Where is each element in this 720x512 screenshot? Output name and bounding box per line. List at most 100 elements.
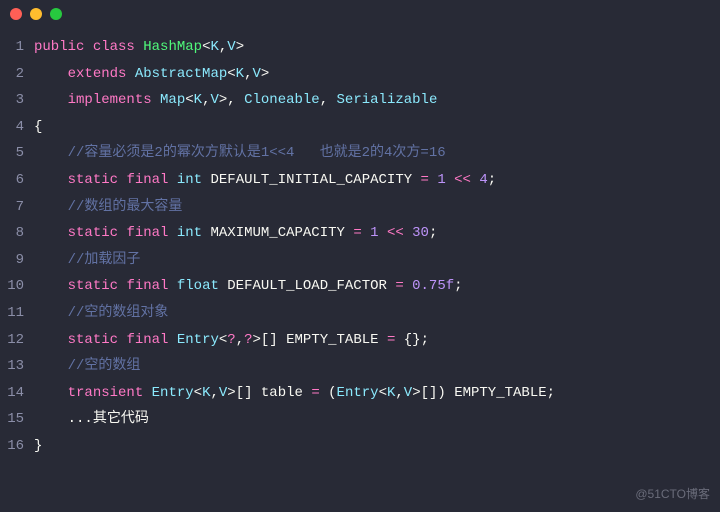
code-content: } (34, 433, 720, 460)
token-plain (126, 66, 134, 82)
code-line: 3 implements Map<K,V>, Cloneable, Serial… (0, 87, 720, 114)
line-number: 11 (0, 300, 34, 327)
line-number: 8 (0, 220, 34, 247)
code-content: //加载因子 (34, 247, 720, 274)
token-op: ? (244, 332, 252, 348)
code-content: ...其它代码 (34, 406, 720, 433)
code-content: //容量必须是2的幂次方默认是1<<4 也就是2的4次方=16 (34, 140, 720, 167)
token-punct: < (227, 66, 235, 82)
token-num: 30 (412, 225, 429, 241)
token-plain (143, 385, 151, 401)
token-type: K (194, 92, 202, 108)
token-punct: , (320, 92, 337, 108)
token-kw: static (68, 225, 118, 241)
code-content: extends AbstractMap<K,V> (34, 61, 720, 88)
token-punct: { (34, 119, 42, 135)
line-number: 5 (0, 140, 34, 167)
token-kw: final (126, 172, 168, 188)
line-number: 6 (0, 167, 34, 194)
token-comment: //空的数组 (68, 358, 141, 374)
maximize-dot[interactable] (50, 8, 62, 20)
token-punct: ; (429, 225, 437, 241)
token-plain: table (261, 385, 311, 401)
token-op: << (454, 172, 471, 188)
token-kw: implements (68, 92, 152, 108)
token-plain: DEFAULT_LOAD_FACTOR (227, 278, 395, 294)
close-dot[interactable] (10, 8, 22, 20)
code-content: static final Entry<?,?>[] EMPTY_TABLE = … (34, 327, 720, 354)
token-kw: static (68, 172, 118, 188)
token-num: 4 (479, 172, 487, 188)
code-content: static final float DEFAULT_LOAD_FACTOR =… (34, 273, 720, 300)
token-punct: ; (454, 278, 462, 294)
token-plain: EMPTY_TABLE (454, 385, 546, 401)
token-type: V (227, 39, 235, 55)
line-number: 15 (0, 406, 34, 433)
code-line: 12 static final Entry<?,?>[] EMPTY_TABLE… (0, 327, 720, 354)
line-number: 3 (0, 87, 34, 114)
token-plain (168, 332, 176, 348)
token-plain (320, 385, 328, 401)
token-num: 0.75f (412, 278, 454, 294)
token-punct: < (194, 385, 202, 401)
code-content: implements Map<K,V>, Cloneable, Serializ… (34, 87, 720, 114)
token-punct: , (210, 385, 218, 401)
token-punct: < (379, 385, 387, 401)
line-number: 7 (0, 194, 34, 221)
token-kw: static (68, 332, 118, 348)
token-op: << (387, 225, 404, 241)
token-kw: final (126, 225, 168, 241)
watermark: @51CTO博客 (635, 483, 710, 506)
line-number: 10 (0, 273, 34, 300)
token-plain (84, 39, 92, 55)
token-comment: //空的数组对象 (68, 305, 169, 321)
token-kw: final (126, 332, 168, 348)
token-punct: > (253, 332, 261, 348)
token-kw: final (126, 278, 168, 294)
token-punct: , (227, 92, 244, 108)
token-punct: , (236, 332, 244, 348)
token-kw: transient (68, 385, 144, 401)
line-number: 1 (0, 34, 34, 61)
code-editor: 1public class HashMap<K,V>2 extends Abst… (0, 28, 720, 466)
token-type: K (210, 39, 218, 55)
code-line: 5 //容量必须是2的幂次方默认是1<<4 也就是2的4次方=16 (0, 140, 720, 167)
token-plain (379, 225, 387, 241)
window-titlebar (0, 0, 720, 28)
token-plain (446, 172, 454, 188)
token-op: = (395, 278, 403, 294)
code-content: public class HashMap<K,V> (34, 34, 720, 61)
token-punct: > (261, 66, 269, 82)
code-content: transient Entry<K,V>[] table = (Entry<K,… (34, 380, 720, 407)
token-num: 1 (370, 225, 378, 241)
code-line: 8 static final int MAXIMUM_CAPACITY = 1 … (0, 220, 720, 247)
token-ident: HashMap (143, 39, 202, 55)
code-line: 16} (0, 433, 720, 460)
code-line: 11 //空的数组对象 (0, 300, 720, 327)
token-punct: ; (488, 172, 496, 188)
token-num: 1 (437, 172, 445, 188)
line-number: 13 (0, 353, 34, 380)
code-line: 14 transient Entry<K,V>[] table = (Entry… (0, 380, 720, 407)
code-content: //数组的最大容量 (34, 194, 720, 221)
token-punct: < (185, 92, 193, 108)
minimize-dot[interactable] (30, 8, 42, 20)
token-punct: > (236, 39, 244, 55)
token-type: AbstractMap (135, 66, 227, 82)
code-line: 6 static final int DEFAULT_INITIAL_CAPAC… (0, 167, 720, 194)
token-kw: extends (68, 66, 127, 82)
token-type: Entry (337, 385, 379, 401)
token-comment: //数组的最大容量 (68, 199, 183, 215)
token-punct: ( (328, 385, 336, 401)
token-punct: } (34, 438, 42, 454)
token-plain (168, 278, 176, 294)
code-content: static final int MAXIMUM_CAPACITY = 1 <<… (34, 220, 720, 247)
token-builtin: int (177, 172, 202, 188)
token-comment: //容量必须是2的幂次方默认是1<<4 也就是2的4次方=16 (68, 145, 446, 161)
token-type: V (210, 92, 218, 108)
code-content: static final int DEFAULT_INITIAL_CAPACIT… (34, 167, 720, 194)
code-line: 15 ...其它代码 (0, 406, 720, 433)
token-builtin: int (177, 225, 202, 241)
token-type: Entry (177, 332, 219, 348)
token-plain (135, 39, 143, 55)
